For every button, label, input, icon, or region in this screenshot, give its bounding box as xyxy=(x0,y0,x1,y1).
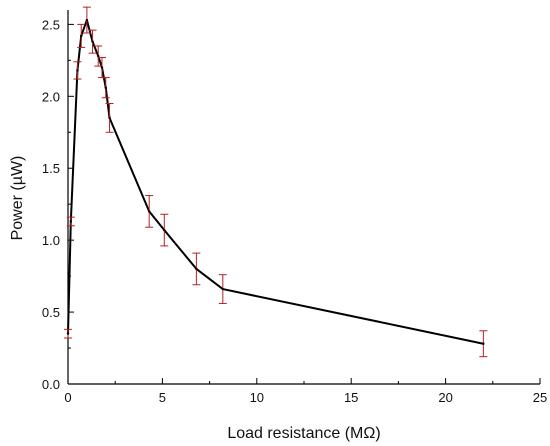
error-bars xyxy=(64,6,488,358)
data-point xyxy=(91,40,94,43)
x-tick-label: 5 xyxy=(159,390,166,405)
y-tick-label: 1.0 xyxy=(42,233,60,248)
data-point xyxy=(482,342,485,345)
data-point xyxy=(66,332,70,335)
x-tick-label: 25 xyxy=(533,390,547,405)
y-tick-label: 2.0 xyxy=(42,89,60,104)
error-bar xyxy=(160,213,169,247)
data-point xyxy=(76,69,79,72)
x-axis-title: Load resistance (MΩ) xyxy=(227,425,380,442)
x-tick-label: 0 xyxy=(64,390,71,405)
error-bar xyxy=(192,252,201,286)
ticks: 0 5 10 15 20 25 0.0 0.5 1.0 1.5 2.0 2.5 xyxy=(42,17,547,405)
data-point xyxy=(104,86,107,89)
error-bar xyxy=(73,61,82,80)
data-point xyxy=(147,210,151,213)
data-point xyxy=(108,116,111,120)
y-tick-label: 1.5 xyxy=(42,161,60,176)
error-bar xyxy=(88,29,97,54)
data-point xyxy=(195,267,198,271)
x-tick-label: 20 xyxy=(438,390,452,405)
data-point xyxy=(97,54,100,58)
series-line xyxy=(67,19,484,345)
data-point xyxy=(80,34,83,38)
error-bar xyxy=(66,216,75,227)
error-bar xyxy=(218,274,227,304)
error-bar xyxy=(101,77,110,99)
error-bar xyxy=(145,195,154,228)
error-bar xyxy=(94,45,103,67)
y-tick-label: 0.5 xyxy=(42,305,60,320)
y-tick-label: 2.5 xyxy=(42,17,60,32)
data-point xyxy=(100,66,104,69)
x-tick-label: 10 xyxy=(250,390,264,405)
x-tick-label: 15 xyxy=(344,390,358,405)
error-bar xyxy=(479,330,488,358)
error-bar xyxy=(105,103,114,133)
error-bar xyxy=(77,23,86,48)
series-polyline xyxy=(67,19,484,345)
y-tick-label: 0.0 xyxy=(42,377,60,392)
y-axis-title: Power (µW) xyxy=(9,156,26,241)
axes xyxy=(67,10,540,385)
data-point xyxy=(69,220,73,223)
data-point xyxy=(163,228,166,232)
data-point xyxy=(85,18,89,22)
error-bar xyxy=(82,6,91,34)
data-point xyxy=(221,287,225,291)
error-bar xyxy=(64,328,72,339)
